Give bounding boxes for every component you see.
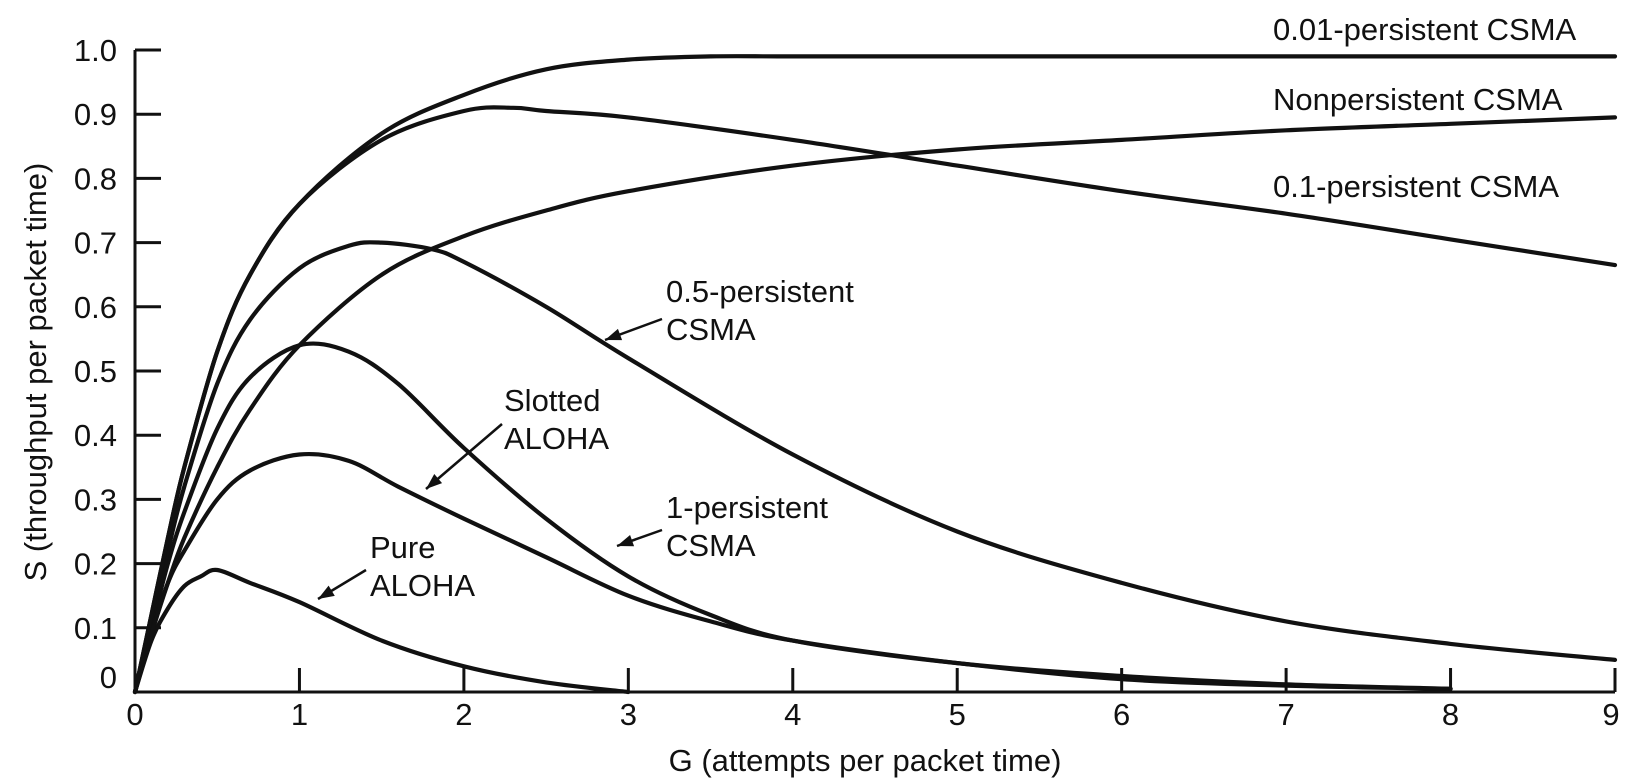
y-tick-label: 0.5 [74,354,117,389]
y-tick-label: 0.2 [74,547,117,582]
1-persistent-label: 1-persistent [666,490,828,525]
y-tick-label: 0.8 [74,161,117,196]
slotted-aloha-arrowhead [426,474,443,489]
1-persistent-arrowhead [617,534,635,547]
nonpersistent-curve [132,115,1618,695]
y-tick-label: 0.3 [74,482,117,517]
plot-area: 0 1 2 3 4 5 6 7 8 9 0 0.1 0.2 0.3 0.4 0.5 0.6 0.7 0.8 0.9 1.… [74,12,1620,732]
y-tick-label: 0.7 [74,226,117,261]
0.5-persistent-label: 0.5-persistent [666,274,854,309]
x-tick-label: 1 [291,697,308,732]
y-axis-label: S (throughput per packet time) [18,163,53,582]
slotted-aloha-label: ALOHA [504,421,609,456]
0.5-persistent-arrowhead [605,328,623,341]
x-tick-label: 7 [1277,697,1294,732]
1-persistent-label: CSMA [666,528,756,563]
x-axis-label: G (attempts per packet time) [669,743,1062,778]
y-tick-label: 0.1 [74,611,117,646]
pure-aloha-label: ALOHA [370,568,475,603]
1-persistent-curve [132,341,1453,695]
0.01-persistent-label: 0.01-persistent CSMA [1273,12,1577,47]
x-tick-label: 8 [1442,697,1459,732]
0.5-persistent-label: CSMA [666,312,756,347]
pure-aloha-curve [132,567,631,695]
x-tick-label: 6 [1113,697,1130,732]
y-tick-label: 0.6 [74,290,117,325]
x-tick-label: 4 [784,697,801,732]
x-tick-label: 2 [455,697,472,732]
0.01-persistent-curve [132,54,1618,695]
slotted-aloha-pointer-arrow [425,423,503,490]
pure-aloha-label: Pure [370,530,435,565]
0.5-persistent-curve [132,240,1618,695]
x-tick-label: 3 [620,697,637,732]
pure-aloha-arrowhead [318,585,335,599]
y-tick-label: 0 [100,660,117,695]
0.1-persistent-label: 0.1-persistent CSMA [1273,169,1559,204]
x-tick-label: 5 [949,697,966,732]
slotted-aloha-curve [132,451,1453,695]
curve-annotations: PureALOHASlottedALOHA1-persistentCSMA0.5… [317,12,1577,603]
slotted-aloha-label: Slotted [504,383,601,418]
curves [132,54,1618,695]
x-tick-label: 0 [126,697,143,732]
x-tick-label: 9 [1602,697,1619,732]
nonpersistent-label: Nonpersistent CSMA [1273,82,1563,117]
y-tick-label: 1.0 [74,33,117,68]
y-tick-label: 0.9 [74,97,117,132]
axis-ticks: 0 1 2 3 4 5 6 7 8 9 0 0.1 0.2 0.3 0.4 0.5 0.6 0.7 0.8 0.9 1.… [74,33,1620,732]
y-tick-label: 0.4 [74,418,117,453]
